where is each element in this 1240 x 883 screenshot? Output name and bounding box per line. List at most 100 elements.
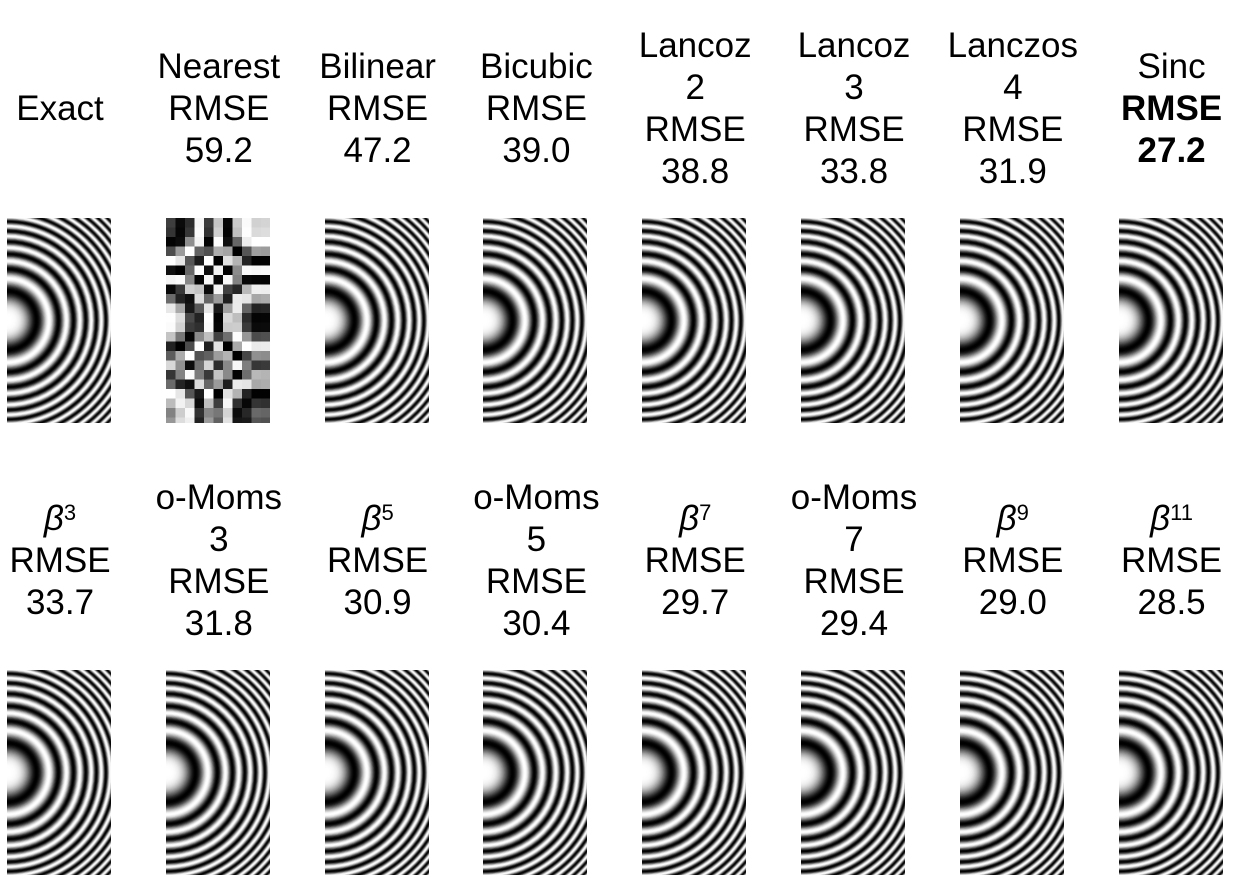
method-name: Bicubic xyxy=(480,46,593,88)
zone-plate-image xyxy=(7,218,111,423)
method-label: SincRMSE27.2 xyxy=(1121,0,1222,218)
pixel xyxy=(223,304,233,314)
pixel xyxy=(242,323,252,333)
method-cell: o-Moms 3RMSE31.8 xyxy=(149,452,289,875)
method-symbol: β5 xyxy=(361,498,393,540)
pixel xyxy=(185,399,195,409)
pixel xyxy=(261,266,270,276)
pixel xyxy=(213,408,223,418)
pixel xyxy=(232,285,242,295)
pixel xyxy=(251,408,261,418)
pixel xyxy=(251,256,261,266)
method-name: Exact xyxy=(16,88,104,130)
pixel xyxy=(204,380,214,390)
pixel xyxy=(175,237,185,247)
pixel xyxy=(251,237,261,247)
pixel xyxy=(251,275,261,285)
pixel xyxy=(175,342,185,352)
pixel xyxy=(251,266,261,276)
figure: ExactNearestRMSE59.2BilinearRMSE47.2Bicu… xyxy=(0,0,1240,883)
pixel xyxy=(194,266,204,276)
pixel xyxy=(194,294,204,304)
pixel xyxy=(194,370,204,380)
pixel xyxy=(204,237,214,247)
pixel xyxy=(166,218,176,228)
pixel xyxy=(242,256,252,266)
pixel xyxy=(204,399,214,409)
pixel xyxy=(223,361,233,371)
pixel xyxy=(251,361,261,371)
pixel xyxy=(232,275,242,285)
method-name: Lancoz 2 xyxy=(625,25,765,109)
pixel xyxy=(185,332,195,342)
pixel xyxy=(223,323,233,333)
pixel xyxy=(261,380,270,390)
pixel xyxy=(166,361,176,371)
pixel xyxy=(261,351,270,361)
pixel xyxy=(213,294,223,304)
pixel xyxy=(242,218,252,228)
method-cell: Lanczos 4RMSE31.9 xyxy=(943,0,1083,423)
pixel xyxy=(223,370,233,380)
pixel xyxy=(204,275,214,285)
pixel xyxy=(261,285,270,295)
pixel xyxy=(175,399,185,409)
pixel xyxy=(242,228,252,238)
pixel xyxy=(251,285,261,295)
metric-value: 47.2 xyxy=(344,130,412,172)
metric-value: 31.9 xyxy=(979,151,1047,193)
pixel xyxy=(223,332,233,342)
metric-name: RMSE xyxy=(645,540,746,582)
pixel xyxy=(223,351,233,361)
pixel xyxy=(175,361,185,371)
pixel xyxy=(251,304,261,314)
pixel xyxy=(261,247,270,257)
metric-value: 39.0 xyxy=(502,130,570,172)
zone-plate-image xyxy=(483,670,587,875)
method-name: Nearest xyxy=(158,46,281,88)
pixel xyxy=(261,256,270,266)
pixel xyxy=(251,313,261,323)
pixel xyxy=(166,228,176,238)
pixel xyxy=(213,275,223,285)
pixel xyxy=(185,237,195,247)
pixel xyxy=(261,332,270,342)
method-name: o-Moms 5 xyxy=(466,477,606,561)
method-cell: o-Moms 5RMSE30.4 xyxy=(466,452,606,875)
pixel xyxy=(194,247,204,257)
pixel xyxy=(185,304,195,314)
method-label: BilinearRMSE47.2 xyxy=(319,0,436,218)
zone-plate-image xyxy=(1119,670,1223,875)
pixel xyxy=(251,218,261,228)
pixel xyxy=(213,313,223,323)
pixel xyxy=(166,285,176,295)
pixel xyxy=(242,380,252,390)
pixel xyxy=(213,399,223,409)
pixel xyxy=(261,323,270,333)
pixel xyxy=(213,323,223,333)
pixel xyxy=(261,389,270,399)
pixel xyxy=(242,408,252,418)
pixel xyxy=(204,370,214,380)
metric-value: 38.8 xyxy=(661,151,729,193)
pixel xyxy=(251,418,261,424)
method-label: o-Moms 7RMSE29.4 xyxy=(784,452,924,670)
zone-plate-image xyxy=(7,670,111,875)
pixel xyxy=(194,237,204,247)
pixel xyxy=(232,237,242,247)
method-cell: β3RMSE33.7 xyxy=(0,452,130,875)
method-label: BicubicRMSE39.0 xyxy=(480,0,593,218)
pixel xyxy=(213,247,223,257)
pixel xyxy=(232,351,242,361)
pixel xyxy=(204,228,214,238)
pixel xyxy=(242,313,252,323)
pixel xyxy=(232,389,242,399)
pixel xyxy=(242,389,252,399)
pixel xyxy=(232,256,242,266)
pixel xyxy=(261,342,270,352)
method-cell: β9RMSE29.0 xyxy=(943,452,1083,875)
pixel xyxy=(204,389,214,399)
pixel xyxy=(175,380,185,390)
symbol: β xyxy=(361,499,381,538)
pixel xyxy=(185,361,195,371)
